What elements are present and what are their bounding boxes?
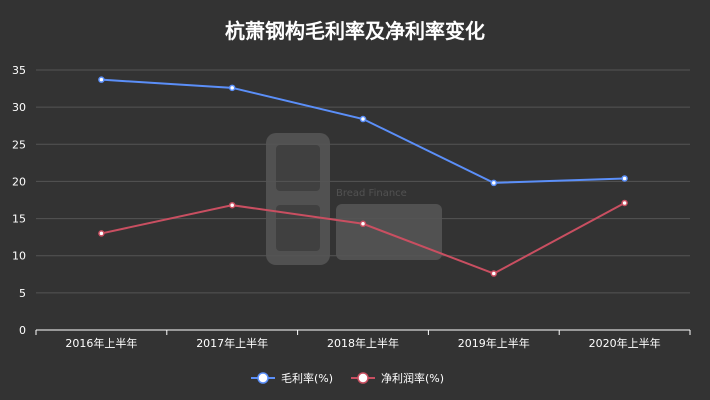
data-point[interactable] (490, 179, 498, 187)
data-point[interactable] (621, 175, 628, 182)
x-tick-label: 2019年上半年 (458, 336, 530, 350)
legend-label: 毛利率(%) (281, 371, 333, 385)
y-tick-label: 0 (19, 324, 26, 337)
y-tick-label: 15 (12, 213, 26, 226)
grid (36, 69, 690, 294)
y-tick-label: 30 (12, 101, 26, 114)
y-tick-label: 5 (19, 287, 26, 300)
data-point[interactable] (359, 115, 367, 123)
legend[interactable]: 毛利率(%) 净利润率(%) (251, 371, 444, 385)
data-point[interactable] (98, 76, 105, 83)
x-tick-label: 2016年上半年 (65, 336, 137, 350)
data-point[interactable] (228, 201, 236, 209)
x-tick-label: 2020年上半年 (589, 336, 661, 350)
legend-marker-icon (257, 372, 269, 384)
y-tick-label: 20 (12, 175, 26, 188)
y-tick-label: 35 (12, 64, 26, 77)
series-group (98, 76, 628, 277)
legend-marker-icon (357, 372, 369, 384)
x-axis: 2016年上半年 2017年上半年 2018年上半年 2019年上半年 2020年上半年 (35, 329, 691, 350)
series-line (101, 78, 625, 184)
x-tick-label: 2017年上半年 (196, 336, 268, 350)
data-point[interactable] (98, 230, 105, 237)
y-tick-label: 10 (12, 250, 26, 263)
legend-item[interactable]: 净利润率(%) (351, 371, 444, 385)
data-point[interactable] (621, 199, 628, 207)
watermark-characters-icon (336, 204, 442, 260)
data-point[interactable] (490, 270, 498, 277)
y-axis: 0 5 10 15 20 25 30 35 (12, 64, 26, 337)
x-tick-label: 2018年上半年 (327, 336, 399, 350)
legend-label: 净利润率(%) (381, 371, 444, 385)
watermark-text: Bread Finance (336, 188, 407, 199)
chart-title: 杭萧钢构毛利率及净利率变化 (225, 19, 485, 43)
y-tick-label: 25 (12, 138, 26, 151)
data-point[interactable] (228, 84, 236, 92)
watermark: Bread Finance (266, 133, 442, 265)
legend-item[interactable]: 毛利率(%) (251, 371, 333, 385)
data-point[interactable] (359, 220, 367, 228)
